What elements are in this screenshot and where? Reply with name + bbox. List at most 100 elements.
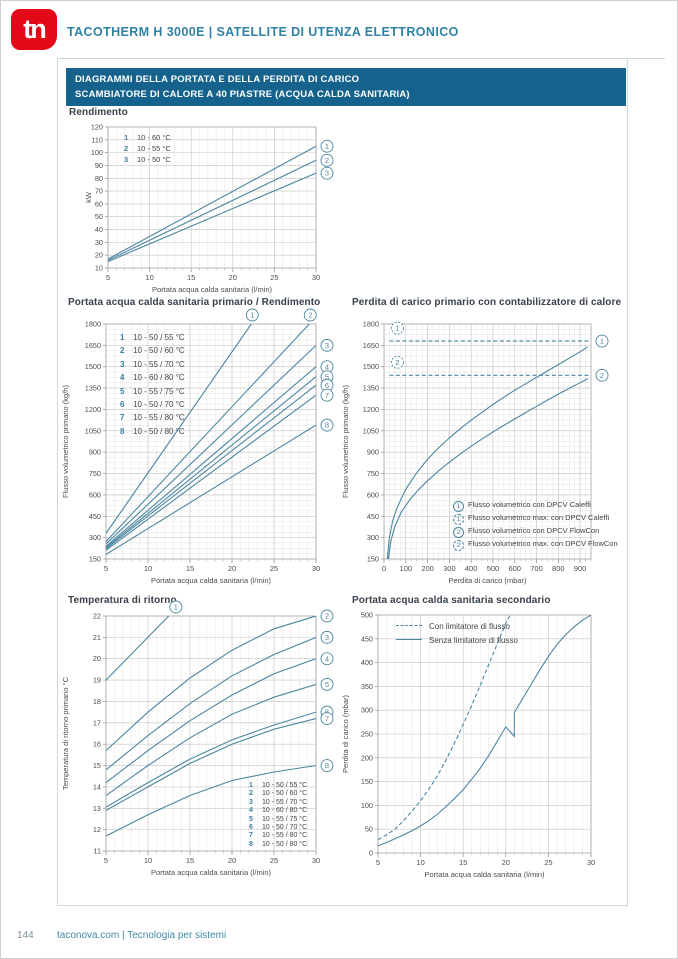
svg-text:110: 110 (91, 135, 103, 144)
section-banner: DIAGRAMMI DELLA PORTATA E DELLA PERDITA … (66, 68, 626, 106)
svg-text:200: 200 (421, 564, 434, 573)
legend-item: 1 10 - 60 °C (124, 132, 171, 143)
legend-label: 10 - 60 °C (137, 133, 171, 142)
svg-text:7: 7 (325, 714, 329, 723)
series-marker-circle (320, 166, 334, 180)
svg-text:900: 900 (574, 564, 587, 573)
svg-text:1: 1 (395, 324, 399, 333)
legend-label: 10 - 55 / 80 °C (133, 413, 185, 423)
svg-text:10: 10 (95, 264, 103, 273)
svg-text:400: 400 (361, 658, 373, 667)
svg-text:600: 600 (89, 490, 101, 499)
chart-title-portata-primario: Portata acqua calda sanitaria primario /… (68, 297, 321, 308)
svg-text:12: 12 (93, 825, 101, 834)
series-rendimento-3 (108, 172, 316, 263)
svg-text:10: 10 (144, 564, 152, 573)
legend-label: 10 - 55 / 75 °C (262, 815, 308, 823)
svg-text:30: 30 (312, 273, 320, 282)
legend-item: 2 10 - 55 °C (124, 143, 171, 154)
svg-text:17: 17 (93, 718, 101, 727)
legend-item: 7 10 - 55 / 80 °C (120, 411, 185, 424)
legend-label: 10 - 50 / 80 °C (133, 426, 185, 436)
legend-item: 2 10 - 50 / 60 °C (249, 790, 307, 798)
svg-text:500: 500 (487, 564, 500, 573)
legend-item: 1 10 - 50 / 55 °C (120, 331, 185, 344)
legend-symbol: 4 (120, 373, 125, 383)
svg-text:600: 600 (367, 490, 379, 499)
svg-text:1800: 1800 (85, 320, 101, 329)
legend-symbol: 3 (124, 155, 129, 164)
y-axis-title-temperatura: Temperatura di ritorno primario °C (61, 676, 70, 790)
legend-symbol: 6 (249, 824, 253, 832)
svg-text:8: 8 (325, 761, 329, 770)
svg-text:3: 3 (325, 341, 329, 350)
banner-line2: SCAMBIATORE DI CALORE A 40 PIASTRE (ACQU… (75, 89, 410, 100)
svg-text:15: 15 (93, 761, 101, 770)
svg-text:21: 21 (93, 633, 101, 642)
legend-item: 6 10 - 50 / 70 °C (120, 398, 185, 411)
svg-text:16: 16 (93, 740, 101, 749)
legend-label: 10 - 50 °C (137, 155, 171, 164)
series-marker-circle (320, 759, 334, 772)
legend-symbol: 2 (120, 346, 125, 356)
svg-text:1500: 1500 (85, 362, 101, 371)
svg-text:150: 150 (89, 555, 101, 564)
svg-text:13: 13 (93, 804, 101, 813)
legend-item: 1 Flusso volumetrico con DPCV Caleffi (453, 499, 618, 512)
legend-symbol: 4 (249, 807, 253, 815)
svg-text:450: 450 (367, 512, 379, 521)
svg-text:1: 1 (250, 311, 254, 320)
legend-label: Flusso volumetrico con DPCV FlowCon (468, 526, 600, 535)
legend-label: 10 - 50 / 70 °C (133, 400, 185, 410)
series-temperatura-8 (106, 764, 316, 837)
legend-label: 10 - 50 / 55 °C (133, 333, 185, 342)
series-marker-circle (320, 139, 334, 153)
legend-symbol: 7 (120, 413, 125, 423)
series-marker-circle (595, 334, 609, 348)
legend-item: 7 10 - 55 / 80 °C (249, 832, 307, 840)
svg-text:250: 250 (361, 730, 373, 739)
svg-text:450: 450 (89, 512, 101, 521)
svg-text:300: 300 (367, 533, 379, 542)
legend-item: 2 Flusso volumetrico con DPCV FlowCon (453, 525, 618, 538)
svg-text:1800: 1800 (363, 320, 379, 329)
svg-text:20: 20 (95, 251, 103, 260)
series-marker-circle (320, 630, 334, 644)
legend-label: Flusso volumetrico con DPCV Caleffi (468, 500, 591, 509)
svg-text:1: 1 (325, 142, 329, 151)
svg-text:900: 900 (89, 448, 101, 457)
series-marker-circle (320, 418, 334, 432)
svg-text:30: 30 (587, 858, 595, 867)
svg-text:800: 800 (552, 564, 565, 573)
svg-text:25: 25 (270, 564, 278, 573)
legend-item: 8 10 - 50 / 80 °C (120, 425, 185, 438)
legend-portata-primario: 1 10 - 50 / 55 °C 2 10 - 50 / 60 °C 3 10 - 55… (120, 331, 185, 438)
svg-text:400: 400 (465, 564, 478, 573)
svg-text:150: 150 (367, 555, 379, 564)
series-portata_primario-8 (106, 424, 316, 555)
legend-item: Con limitatore di flusso (396, 620, 518, 634)
svg-text:1650: 1650 (363, 341, 379, 350)
legend-symbol: 1 (124, 133, 129, 142)
legend-label: 10 - 50 / 80 °C (262, 840, 308, 848)
svg-text:10: 10 (416, 858, 424, 867)
series-marker-circle (390, 321, 404, 335)
legend-symbol: 1 (453, 514, 464, 525)
svg-text:2: 2 (600, 371, 604, 380)
svg-text:4: 4 (325, 654, 329, 663)
series-marker-circle (595, 368, 609, 382)
series-perdita_primario-2 (387, 378, 588, 559)
series-portata_primario-2 (106, 324, 310, 542)
legend-label: Con limitatore di flusso (429, 622, 510, 631)
legend-label: Flusso volumetrico max. con DPCV FlowCon (468, 539, 618, 548)
svg-text:1350: 1350 (363, 384, 379, 393)
svg-text:22: 22 (93, 612, 101, 621)
svg-text:3: 3 (325, 633, 329, 642)
series-temperatura-5 (106, 683, 316, 796)
svg-text:20: 20 (228, 856, 236, 865)
series-marker-circle (320, 338, 334, 352)
svg-text:90: 90 (95, 161, 103, 170)
x-axis-title-perdita_primario: Perdita di carico (mbar) (449, 576, 527, 585)
svg-text:30: 30 (312, 856, 320, 865)
